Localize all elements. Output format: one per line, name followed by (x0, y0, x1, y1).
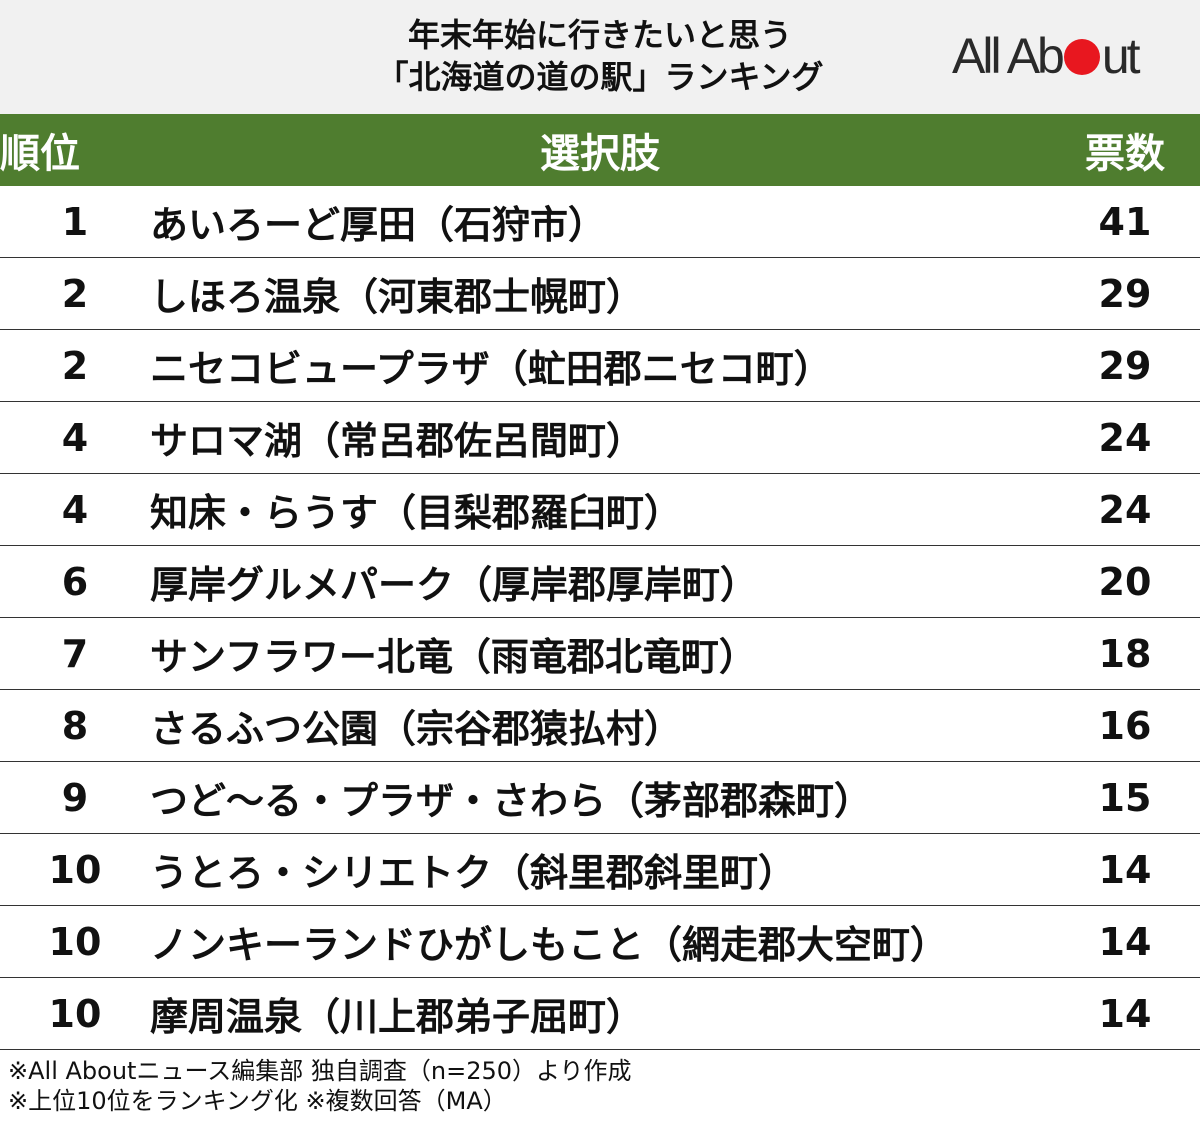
choice-cell: 知床・らうす（目梨郡羅臼町） (150, 473, 1050, 546)
choice-cell: さるふつ公園（宗谷郡猿払村） (150, 689, 1050, 762)
votes-cell: 24 (1050, 401, 1200, 474)
votes-cell: 16 (1050, 689, 1200, 762)
table-row: 9 つど～る・プラザ・さわら（茅部郡森町） 15 (0, 761, 1200, 834)
rank-cell: 4 (0, 401, 150, 474)
choice-cell: サンフラワー北竜（雨竜郡北竜町） (150, 617, 1050, 690)
footnotes: ※All Aboutニュース編集部 独自調査（n=250）より作成 ※上位10位… (8, 1056, 632, 1116)
votes-cell: 14 (1050, 977, 1200, 1050)
rank-cell: 2 (0, 329, 150, 402)
choice-cell: 摩周温泉（川上郡弟子屈町） (150, 977, 1050, 1050)
votes-cell: 15 (1050, 761, 1200, 834)
ranking-table: 順位 選択肢 票数 1 あいろーど厚田（石狩市） 41 2 しほろ温泉（河東郡士幌町） 2… (0, 114, 1200, 1050)
rank-cell: 10 (0, 833, 150, 906)
all-about-logo: All Ab ut (952, 26, 1141, 86)
choice-cell: うとろ・シリエトク（斜里郡斜里町） (150, 833, 1050, 906)
rank-cell: 8 (0, 689, 150, 762)
choice-cell: サロマ湖（常呂郡佐呂間町） (150, 401, 1050, 474)
table-row: 10 摩周温泉（川上郡弟子屈町） 14 (0, 977, 1200, 1050)
choice-cell: ノンキーランドひがしもこと（網走郡大空町） (150, 905, 1050, 978)
choice-cell: ニセコビュープラザ（虻田郡ニセコ町） (150, 329, 1050, 402)
rank-cell: 6 (0, 545, 150, 618)
footnote-source: ※All Aboutニュース編集部 独自調査（n=250）より作成 (8, 1057, 632, 1085)
choice-cell: あいろーど厚田（石狩市） (150, 186, 1050, 258)
rank-cell: 1 (0, 186, 150, 258)
table-body: 1 あいろーど厚田（石狩市） 41 2 しほろ温泉（河東郡士幌町） 29 2 ニセコビュープラ… (0, 186, 1200, 1050)
header-rank: 順位 (0, 114, 150, 186)
choice-cell: しほろ温泉（河東郡士幌町） (150, 257, 1050, 330)
votes-cell: 24 (1050, 473, 1200, 546)
table-row: 4 サロマ湖（常呂郡佐呂間町） 24 (0, 401, 1200, 474)
logo-text-start: All Ab (952, 28, 1065, 84)
rank-cell: 2 (0, 257, 150, 330)
votes-cell: 18 (1050, 617, 1200, 690)
table-row: 6 厚岸グルメパーク（厚岸郡厚岸町） 20 (0, 545, 1200, 618)
header-votes: 票数 (1050, 114, 1200, 186)
choice-cell: つど～る・プラザ・さわら（茅部郡森町） (150, 761, 1050, 834)
votes-cell: 20 (1050, 545, 1200, 618)
footnote-method: ※上位10位をランキング化 ※複数回答（MA） (8, 1087, 507, 1115)
chart-title: 年末年始に行きたいと思う 「北海道の道の駅」ランキング (250, 14, 950, 98)
rank-cell: 7 (0, 617, 150, 690)
table-row: 4 知床・らうす（目梨郡羅臼町） 24 (0, 473, 1200, 546)
table-row: 10 うとろ・シリエトク（斜里郡斜里町） 14 (0, 833, 1200, 906)
votes-cell: 14 (1050, 905, 1200, 978)
votes-cell: 29 (1050, 329, 1200, 402)
rank-cell: 9 (0, 761, 150, 834)
choice-cell: 厚岸グルメパーク（厚岸郡厚岸町） (150, 545, 1050, 618)
logo-text-end: ut (1101, 28, 1141, 84)
title-line-1: 年末年始に行きたいと思う (407, 16, 792, 54)
rank-cell: 10 (0, 905, 150, 978)
header-choice: 選択肢 (150, 114, 1050, 186)
votes-cell: 29 (1050, 257, 1200, 330)
title-line-2: 「北海道の道の駅」ランキング (376, 58, 824, 96)
table-row: 8 さるふつ公園（宗谷郡猿払村） 16 (0, 689, 1200, 762)
rank-cell: 10 (0, 977, 150, 1050)
table-row: 10 ノンキーランドひがしもこと（網走郡大空町） 14 (0, 905, 1200, 978)
votes-cell: 14 (1050, 833, 1200, 906)
title-bar: 年末年始に行きたいと思う 「北海道の道の駅」ランキング All Ab ut (0, 0, 1200, 114)
table-row: 2 しほろ温泉（河東郡士幌町） 29 (0, 257, 1200, 330)
votes-cell: 41 (1050, 186, 1200, 258)
table-row: 1 あいろーど厚田（石狩市） 41 (0, 186, 1200, 258)
table-row: 2 ニセコビュープラザ（虻田郡ニセコ町） 29 (0, 329, 1200, 402)
logo-red-dot-icon (1063, 39, 1100, 75)
rank-cell: 4 (0, 473, 150, 546)
table-header-row: 順位 選択肢 票数 (0, 114, 1200, 186)
table-row: 7 サンフラワー北竜（雨竜郡北竜町） 18 (0, 617, 1200, 690)
